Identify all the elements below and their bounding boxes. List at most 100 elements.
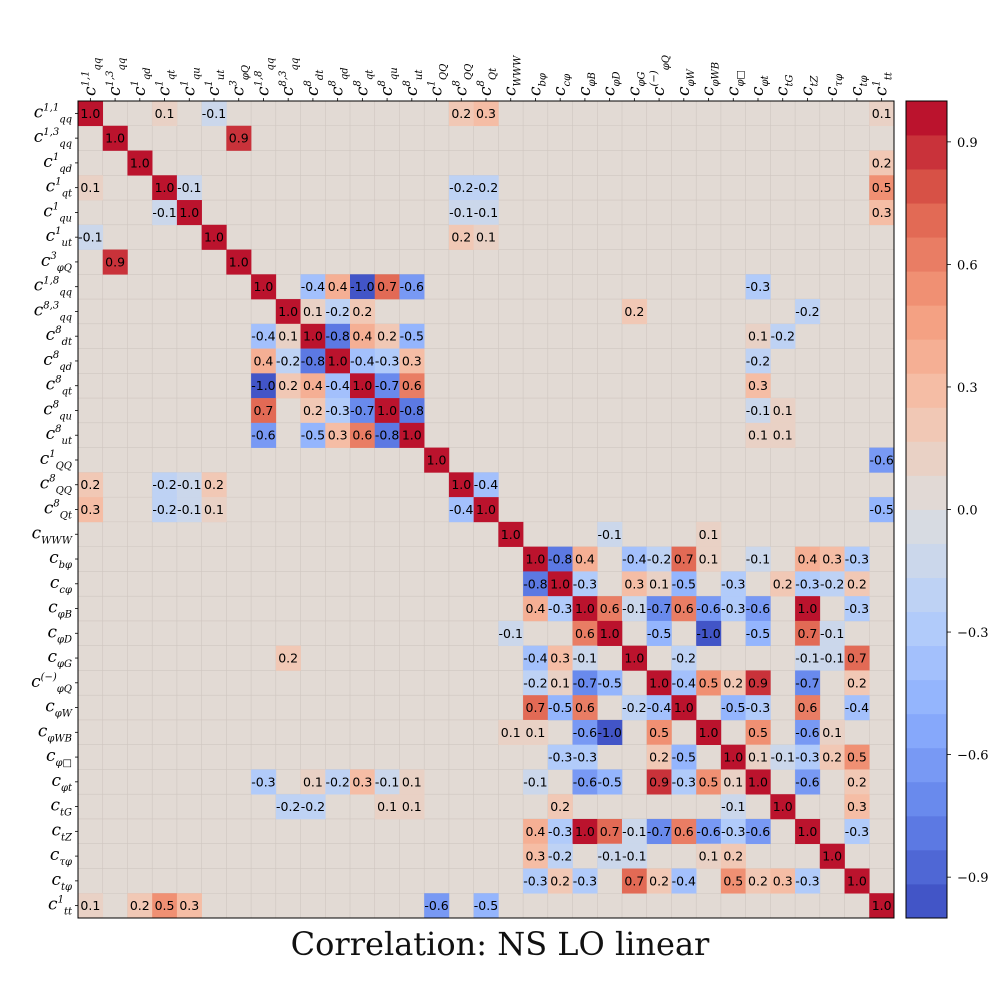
heatmap-cell [795, 546, 821, 572]
heatmap-cell [844, 769, 870, 795]
heatmap-cell [597, 620, 623, 646]
heatmap-cell [696, 596, 722, 622]
heatmap-cell [622, 596, 648, 622]
heatmap-cell [251, 348, 277, 374]
heatmap-cell [374, 794, 400, 820]
heatmap-cell [720, 744, 746, 770]
heatmap-cell-value: 0.1 [204, 502, 224, 517]
heatmap-cell-value: -0.2 [276, 353, 300, 368]
heatmap-cell [300, 398, 326, 424]
heatmap-cell [819, 843, 845, 869]
colorbar-segment [906, 101, 947, 136]
heatmap-cell [176, 175, 202, 201]
heatmap-cell-value: 1.0 [179, 205, 199, 220]
heatmap-cell [819, 744, 845, 770]
heatmap-cell-value: 0.3 [748, 378, 768, 393]
heatmap-cell [300, 769, 326, 795]
heatmap-cell [523, 818, 549, 845]
x-tick-label-group: c1,3qq [105, 58, 128, 96]
heatmap-cell [152, 200, 178, 226]
colorbar-segment [906, 237, 947, 272]
heatmap-cell-value: -0.2 [325, 304, 349, 319]
heatmap-cell [745, 719, 771, 745]
heatmap-cell-value: 0.2 [550, 799, 570, 814]
heatmap-cell [399, 422, 425, 448]
heatmap-cell-value: 1.0 [352, 378, 372, 393]
heatmap-cell [622, 868, 648, 894]
heatmap-cell-value: -0.4 [251, 329, 275, 344]
heatmap-cell [671, 645, 697, 671]
heatmap-cell [696, 546, 722, 572]
heatmap-cell-value: 0.1 [748, 329, 768, 344]
heatmap-cell-value: -0.1 [622, 824, 646, 839]
colorbar-segment [906, 169, 947, 204]
heatmap-cell-value: -0.2 [325, 774, 349, 789]
heatmap-cell-value: 0.7 [847, 651, 867, 666]
x-tick-label: ctG [773, 74, 796, 96]
heatmap-cell-value: 0.1 [377, 799, 397, 814]
heatmap-cell-value: 0.6 [798, 700, 818, 715]
heatmap-cell-value: 0.6 [575, 700, 595, 715]
heatmap-cell [696, 620, 722, 646]
heatmap-cell-value: -0.3 [573, 750, 597, 765]
heatmap-cell-value: -0.5 [746, 626, 770, 641]
colorbar-segment [906, 883, 947, 919]
x-tick-label-group: cφ□ [723, 70, 746, 96]
heatmap-cell [646, 571, 672, 597]
heatmap-cell-value: 1.0 [278, 304, 298, 319]
heatmap-cell [523, 596, 549, 622]
heatmap-cell [251, 323, 277, 349]
y-tick-label: cτφ [50, 845, 72, 868]
y-tick-label: cφG [47, 647, 72, 670]
heatmap-cell-value: 1.0 [798, 601, 818, 616]
y-tick-label: c8,3qq [34, 300, 72, 323]
heatmap-cell [350, 769, 376, 795]
heatmap-cell-value: 0.2 [451, 106, 471, 121]
heatmap-cell [671, 744, 697, 770]
heatmap-cell-value: 0.2 [649, 750, 669, 765]
heatmap-cell [844, 596, 870, 622]
x-tick-label-group: cbφ [525, 73, 548, 96]
heatmap-cell-value: 0.1 [155, 106, 175, 121]
heatmap-cell-value: -0.4 [672, 675, 696, 690]
heatmap-cell [646, 620, 672, 646]
x-tick-label-group: cWWW [501, 55, 524, 96]
x-tick-label-group: c1qu [179, 67, 202, 96]
x-tick-label-group: cφt [748, 74, 771, 96]
x-tick-label: c8qd [328, 67, 351, 96]
heatmap-cell-value: -0.5 [301, 428, 325, 443]
heatmap-cell-value: 0.9 [649, 774, 669, 789]
heatmap-cell [572, 571, 598, 597]
x-tick-label-group: c8Qt [476, 67, 499, 96]
heatmap-cell-value: 0.1 [748, 750, 768, 765]
heatmap-cell [226, 249, 252, 275]
heatmap-cell [523, 670, 549, 696]
heatmap-cell-value: 0.2 [723, 675, 743, 690]
heatmap-cell-value: -0.1 [375, 774, 399, 789]
heatmap-cell-value: -0.3 [795, 576, 819, 591]
heatmap-cell-value: 0.2 [723, 849, 743, 864]
x-tick-label: c1qd [130, 67, 153, 96]
x-tick-label-group: c8QQ [451, 64, 474, 96]
heatmap-cell [597, 596, 623, 622]
heatmap-cell [597, 521, 623, 547]
heatmap-cell [498, 719, 524, 745]
heatmap-cell-value: -0.4 [325, 378, 349, 393]
heatmap-cell [374, 422, 400, 448]
heatmap-cell [770, 398, 796, 424]
heatmap-cell [646, 596, 672, 622]
heatmap-cell [523, 868, 549, 894]
heatmap-cell-value: 1.0 [575, 601, 595, 616]
heatmap-cell-value: -0.5 [672, 576, 696, 591]
heatmap-cell [745, 670, 771, 696]
heatmap-cell [127, 150, 153, 176]
heatmap-cell-value: 0.2 [624, 304, 644, 319]
heatmap-cell-value: 1.0 [229, 254, 249, 269]
heatmap-cell-value: -0.3 [548, 750, 572, 765]
heatmap-cell [646, 744, 672, 770]
y-tick-label: c8QQ [40, 474, 72, 497]
heatmap-cell [745, 695, 771, 721]
heatmap-cell [795, 670, 821, 696]
heatmap-cell-value: 1.0 [328, 353, 348, 368]
heatmap-cell [770, 794, 796, 820]
